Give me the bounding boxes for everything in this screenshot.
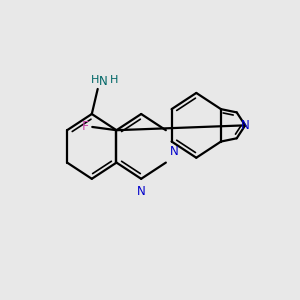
- Text: N: N: [137, 185, 146, 198]
- Text: H: H: [110, 75, 118, 85]
- Text: N: N: [241, 119, 250, 132]
- Text: N: N: [170, 145, 179, 158]
- Text: H: H: [91, 75, 99, 85]
- Text: N: N: [99, 75, 107, 88]
- Text: F: F: [82, 121, 89, 134]
